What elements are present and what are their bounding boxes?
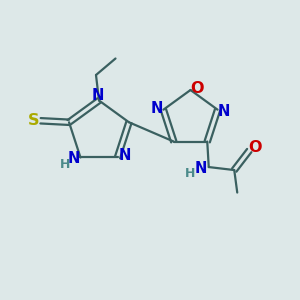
Text: H: H: [60, 158, 70, 171]
Text: N: N: [68, 152, 80, 166]
Text: O: O: [248, 140, 261, 155]
Text: N: N: [91, 88, 104, 103]
Text: S: S: [28, 113, 40, 128]
Text: O: O: [190, 81, 204, 96]
Text: N: N: [194, 161, 206, 176]
Text: N: N: [218, 104, 230, 119]
Text: N: N: [119, 148, 131, 164]
Text: H: H: [185, 167, 195, 180]
Text: N: N: [151, 101, 163, 116]
